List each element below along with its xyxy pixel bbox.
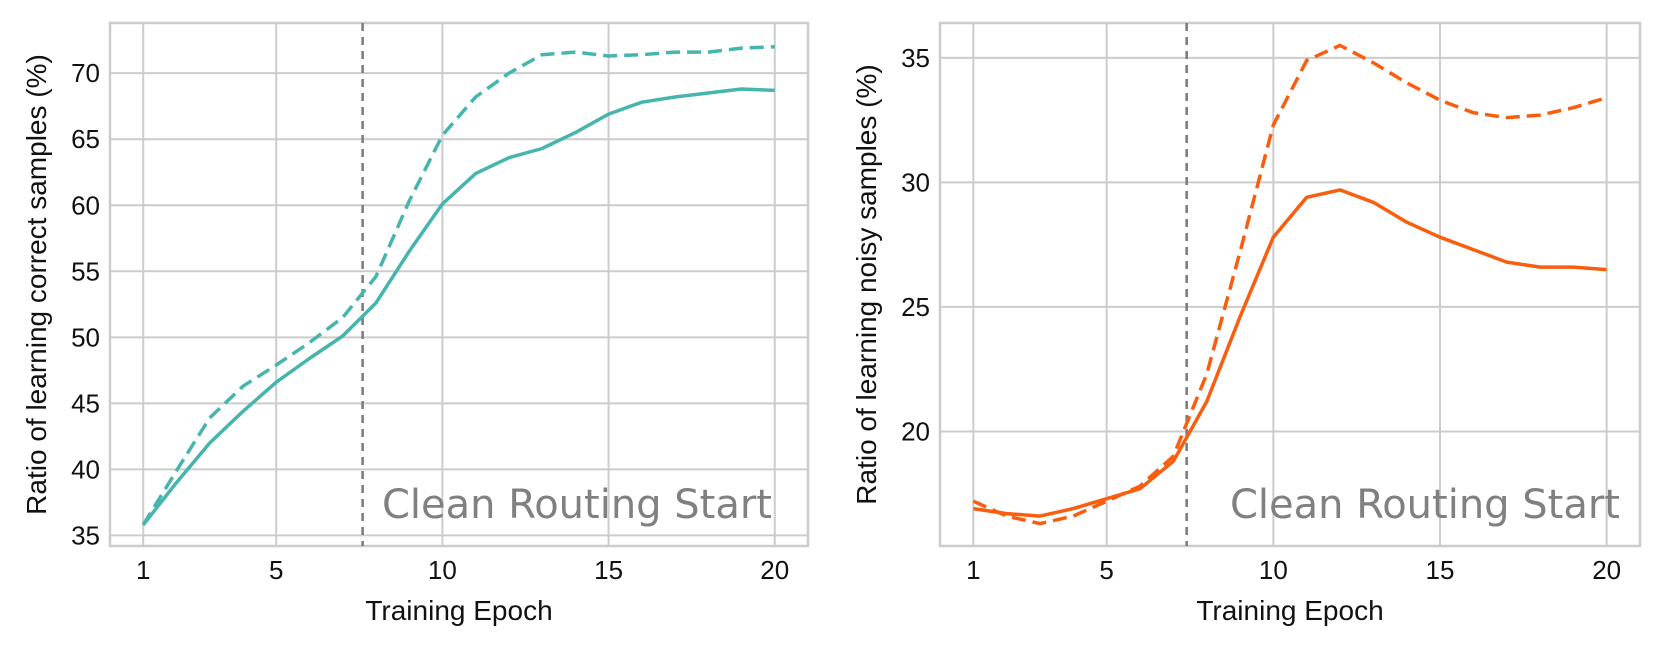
y-tick-label: 70 <box>71 58 100 88</box>
x-tick-label: 10 <box>1259 555 1288 585</box>
y-tick-label: 65 <box>71 124 100 154</box>
solid-series-line <box>141 87 775 526</box>
y-axis-label: Ratio of learning noisy samples (%) <box>851 64 882 504</box>
y-tick-label: 35 <box>71 520 100 550</box>
y-tick-label: 35 <box>901 43 930 73</box>
y-tick-label: 50 <box>71 322 100 352</box>
dashed-series-line <box>972 43 1608 526</box>
x-tick-label: 20 <box>760 555 789 585</box>
clean-routing-start-annotation: Clean Routing Start <box>382 482 772 528</box>
x-tick-label: 5 <box>269 555 283 585</box>
plot-frame <box>108 21 810 548</box>
y-tick-label: 45 <box>71 388 100 418</box>
x-axis-label: Training Epoch <box>365 595 552 626</box>
x-tick-label: 1 <box>966 555 980 585</box>
y-tick-label: 60 <box>71 190 100 220</box>
y-tick-label: 25 <box>901 292 930 322</box>
x-axis-label: Training Epoch <box>1196 595 1383 626</box>
dashed-series-line <box>141 45 775 526</box>
x-tick-label: 10 <box>428 555 457 585</box>
x-tick-label: 15 <box>1426 555 1455 585</box>
y-tick-label: 55 <box>71 256 100 286</box>
y-tick-label: 30 <box>901 167 930 197</box>
y-axis-label: Ratio of learning correct samples (%) <box>21 54 52 515</box>
plot-frame <box>938 21 1642 548</box>
y-tick-label: 40 <box>71 454 100 484</box>
x-tick-label: 15 <box>594 555 623 585</box>
x-tick-label: 5 <box>1099 555 1113 585</box>
clean-routing-start-annotation: Clean Routing Start <box>1230 482 1620 528</box>
solid-series-line <box>973 188 1607 518</box>
y-tick-label: 20 <box>901 416 930 446</box>
x-tick-label: 20 <box>1592 555 1621 585</box>
x-tick-label: 1 <box>136 555 150 585</box>
